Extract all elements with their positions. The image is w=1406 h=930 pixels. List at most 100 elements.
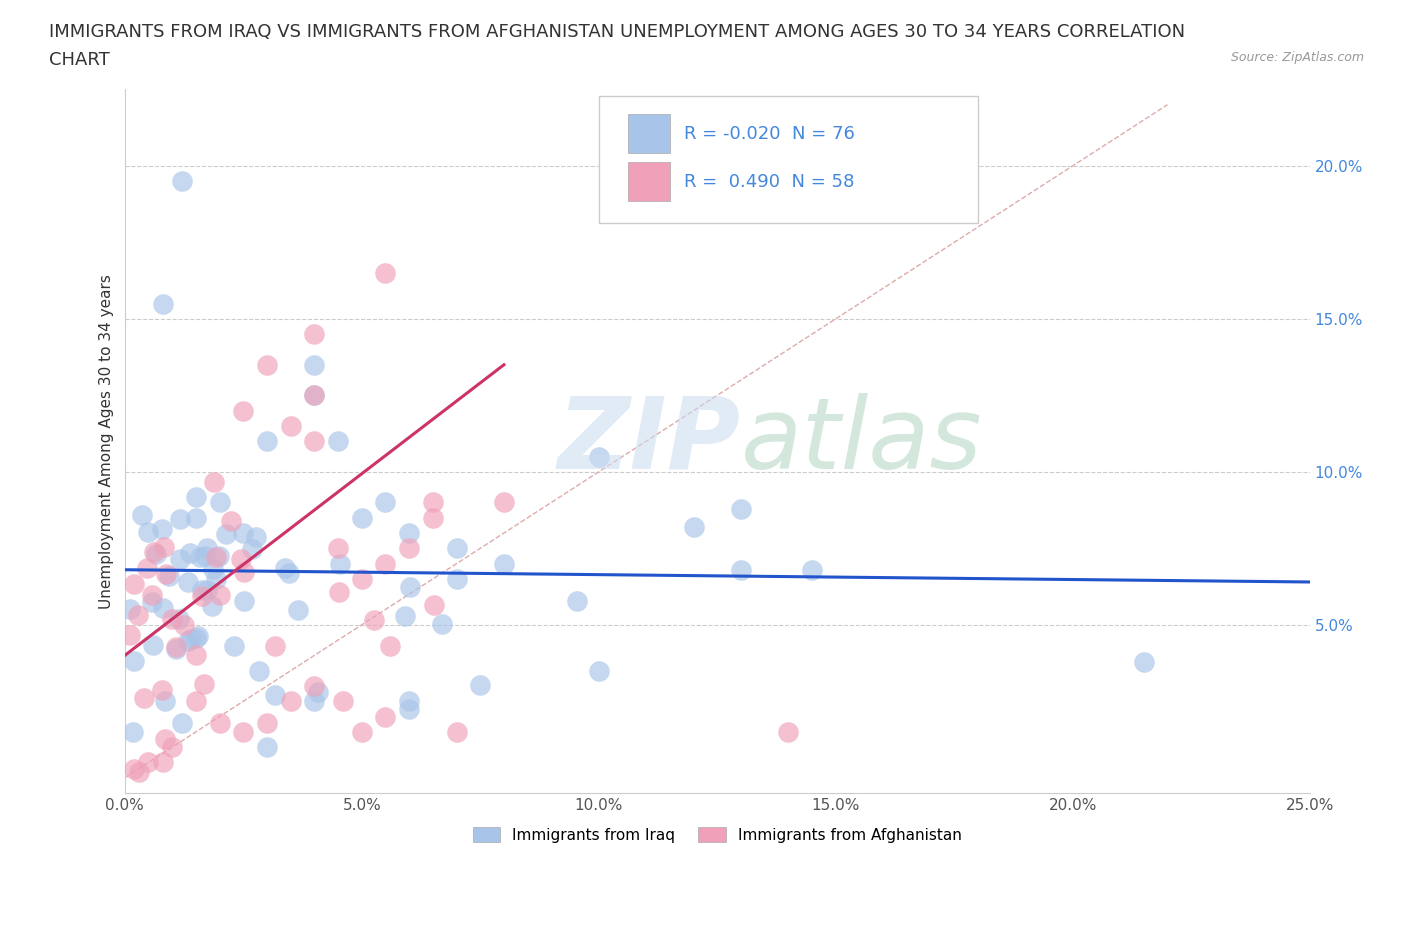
Point	[232, 404, 254, 418]
Point	[160, 739, 183, 754]
Point	[121, 724, 143, 739]
Point	[398, 701, 420, 716]
Point	[184, 631, 207, 645]
Point	[446, 541, 468, 556]
Point	[565, 593, 588, 608]
Point	[374, 556, 396, 571]
Point	[118, 601, 141, 616]
Point	[184, 694, 207, 709]
Point	[304, 694, 326, 709]
Point	[167, 612, 190, 627]
Point	[150, 522, 173, 537]
Point	[152, 755, 174, 770]
Point	[141, 595, 163, 610]
Point	[195, 540, 218, 555]
Point	[328, 585, 350, 600]
Text: R =  0.490  N = 58: R = 0.490 N = 58	[685, 173, 855, 191]
Point	[186, 489, 208, 504]
Point	[184, 511, 207, 525]
Point	[280, 694, 302, 709]
Point	[128, 764, 150, 779]
Point	[801, 563, 824, 578]
Point	[173, 618, 195, 632]
Point	[122, 654, 145, 669]
Point	[588, 449, 610, 464]
Point	[195, 582, 218, 597]
Text: ZIP: ZIP	[558, 392, 741, 490]
Point	[169, 551, 191, 566]
Point	[264, 687, 287, 702]
Text: R = -0.020  N = 76: R = -0.020 N = 76	[685, 125, 855, 142]
Point	[155, 567, 177, 582]
Point	[184, 648, 207, 663]
Point	[120, 628, 142, 643]
Point	[122, 761, 145, 776]
Point	[160, 612, 183, 627]
Point	[205, 550, 228, 565]
Point	[165, 640, 187, 655]
Point	[194, 549, 217, 564]
Point	[778, 724, 800, 739]
Point	[329, 557, 352, 572]
Point	[159, 568, 181, 583]
Point	[1132, 654, 1154, 669]
Point	[304, 357, 326, 372]
Point	[208, 715, 231, 730]
Point	[180, 631, 202, 646]
Point	[682, 520, 704, 535]
Point	[201, 562, 224, 577]
Point	[287, 603, 309, 618]
Point	[446, 571, 468, 586]
Point	[492, 556, 515, 571]
Point	[398, 694, 420, 709]
Point	[468, 677, 491, 692]
Point	[304, 388, 326, 403]
Point	[193, 677, 215, 692]
Point	[350, 511, 373, 525]
Point	[141, 588, 163, 603]
Point	[150, 683, 173, 698]
Point	[232, 724, 254, 739]
Point	[278, 566, 301, 581]
Point	[136, 560, 159, 575]
Text: CHART: CHART	[49, 51, 110, 69]
Point	[152, 296, 174, 311]
Point	[142, 637, 165, 652]
Point	[264, 639, 287, 654]
Point	[177, 575, 200, 590]
Point	[307, 684, 329, 699]
Point	[170, 715, 193, 730]
Point	[134, 690, 156, 705]
Point	[169, 512, 191, 526]
Point	[208, 587, 231, 602]
Point	[280, 418, 302, 433]
Point	[177, 633, 200, 648]
Point	[422, 495, 444, 510]
Point	[256, 433, 278, 448]
Point	[730, 563, 752, 578]
Point	[446, 724, 468, 739]
Text: Source: ZipAtlas.com: Source: ZipAtlas.com	[1230, 51, 1364, 64]
Point	[138, 525, 160, 539]
Point	[240, 541, 263, 556]
Point	[374, 710, 396, 724]
FancyBboxPatch shape	[599, 97, 979, 223]
FancyBboxPatch shape	[628, 114, 669, 153]
Point	[142, 544, 165, 559]
Point	[191, 589, 214, 604]
Point	[155, 731, 177, 746]
Point	[350, 571, 373, 586]
Point	[256, 715, 278, 730]
Point	[179, 546, 201, 561]
Text: atlas: atlas	[741, 392, 983, 490]
Point	[138, 755, 160, 770]
Point	[326, 541, 349, 556]
Point	[188, 550, 211, 565]
Point	[190, 583, 212, 598]
Point	[363, 612, 385, 627]
Point	[245, 530, 267, 545]
Point	[394, 608, 416, 623]
Point	[422, 511, 444, 525]
Point	[131, 507, 153, 522]
Point	[423, 597, 446, 612]
